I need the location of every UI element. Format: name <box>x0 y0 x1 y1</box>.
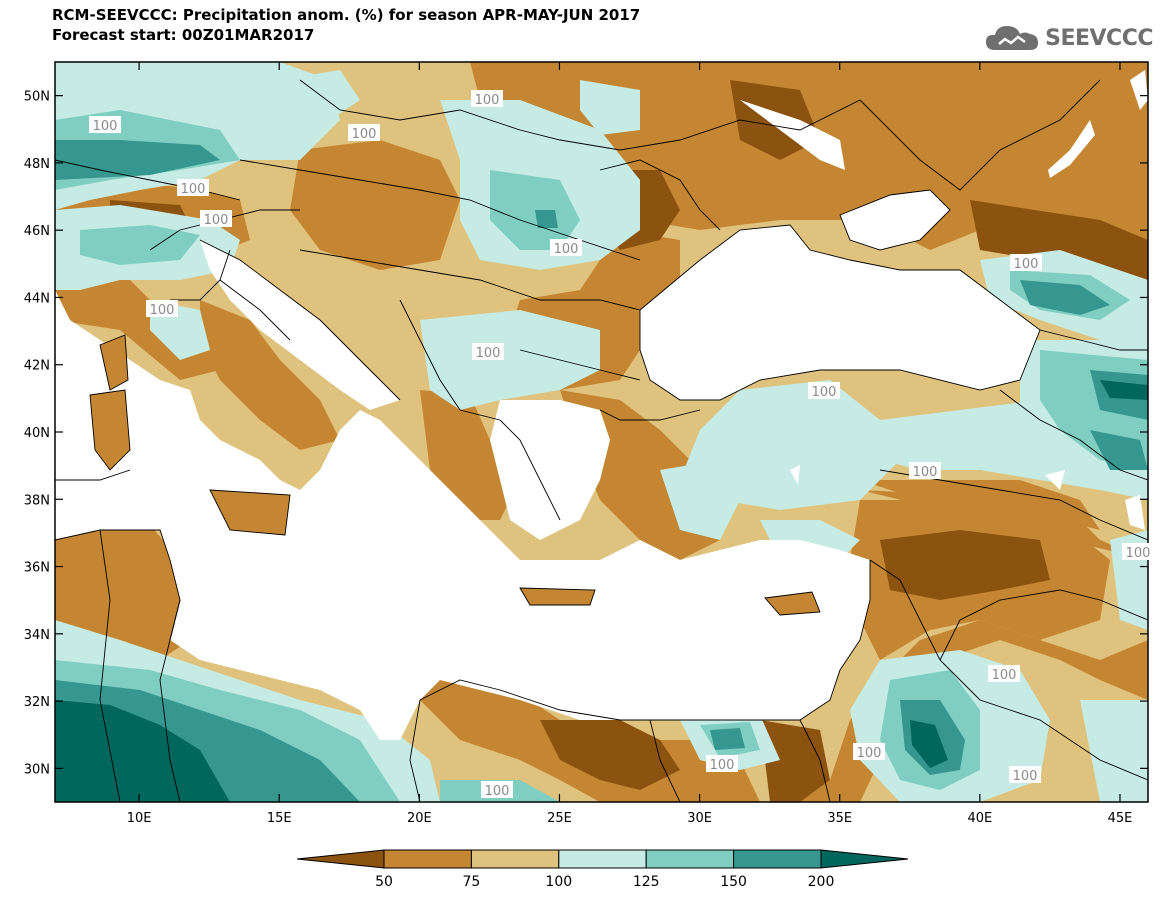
colorbar-segment <box>733 849 822 869</box>
contour-label-bg <box>348 124 380 141</box>
forecast-start-subtitle: Forecast start: 00Z01MAR2017 <box>52 26 315 44</box>
contour-label-bg <box>1010 254 1042 271</box>
lat-tick-label: 30N <box>24 762 50 777</box>
lon-tick-label: 15E <box>267 811 292 826</box>
contour-label: 100 <box>554 242 579 257</box>
lat-tick-label: 46N <box>24 224 50 239</box>
contour-label-bg <box>988 665 1020 682</box>
contour-label: 100 <box>992 668 1017 683</box>
contour-label: 100 <box>352 127 377 142</box>
colorbar-segment <box>470 849 560 869</box>
contour-label: 100 <box>476 346 501 361</box>
contour-label: 100 <box>1013 769 1038 784</box>
contour-label: 100 <box>181 182 206 197</box>
contour-label: 100 <box>1126 546 1151 561</box>
seevccc-logo: SEEVCCC <box>985 22 1153 54</box>
lat-tick-label: 50N <box>24 90 50 105</box>
contour-label-bg <box>89 116 121 133</box>
contour-labels: 100 100 100 100 100 100 100 100 100 100 100 100 100 1… <box>89 90 1154 799</box>
contour-label: 100 <box>93 119 118 134</box>
lat-tick-label: 48N <box>24 157 50 172</box>
colorbar-label: 75 <box>462 874 480 890</box>
contour-label-bg <box>177 179 209 196</box>
contour-label: 100 <box>475 93 500 108</box>
lat-tick-label: 40N <box>24 426 50 441</box>
colorbar: 50 75 100 125 150 200 <box>296 849 909 890</box>
colorbar-label: 100 <box>545 874 572 890</box>
lon-tick-label: 10E <box>127 811 152 826</box>
colorbar-segment <box>558 849 647 869</box>
lon-tick-label: 45E <box>1108 811 1133 826</box>
lon-tick-label: 25E <box>547 811 572 826</box>
contour-label-bg <box>808 382 840 399</box>
lon-tick-label: 35E <box>827 811 852 826</box>
colorbar-label: 150 <box>720 874 747 890</box>
contour-label-bg <box>471 90 503 107</box>
contour-label-bg <box>909 462 941 479</box>
map-title: RCM-SEEVCCC: Precipitation anom. (%) for… <box>52 6 641 24</box>
contour-label: 100 <box>857 746 882 761</box>
contour-label-bg <box>1122 543 1154 560</box>
contour-label-bg <box>200 210 232 227</box>
anomaly-field <box>55 62 1148 802</box>
colorbar-arrow-low <box>296 849 385 869</box>
contour-label-bg <box>481 781 513 798</box>
lon-tick-label: 20E <box>407 811 432 826</box>
contour-label-bg <box>853 743 885 760</box>
contour-label: 100 <box>812 385 837 400</box>
longitude-axis: 10E 15E 20E 25E 30E 35E 40E 45E <box>127 62 1133 826</box>
contour-label: 100 <box>1014 257 1039 272</box>
lat-tick-label: 32N <box>24 695 50 710</box>
cloud-icon <box>986 26 1039 50</box>
logo-text: SEEVCCC <box>1045 25 1153 51</box>
lon-tick-label: 30E <box>687 811 712 826</box>
lat-tick-label: 38N <box>24 493 50 508</box>
contour-label-bg <box>550 239 582 256</box>
contour-label: 100 <box>913 465 938 480</box>
contour-label-bg <box>1009 766 1041 783</box>
lat-tick-label: 44N <box>24 291 50 306</box>
lat-tick-label: 42N <box>24 359 50 374</box>
colorbar-arrow-high <box>820 849 909 869</box>
contour-label: 100 <box>485 784 510 799</box>
colorbar-label: 125 <box>633 874 660 890</box>
contour-label: 100 <box>204 213 229 228</box>
latitude-axis: 50N 48N 46N 44N 42N 40N 38N 36N 34N 32N 30N <box>24 90 1148 777</box>
contour-label-bg <box>472 343 504 360</box>
colorbar-segment <box>383 849 472 869</box>
lat-tick-label: 36N <box>24 561 50 576</box>
colorbar-label: 50 <box>375 874 393 890</box>
contour-label-bg <box>706 755 738 772</box>
lon-tick-label: 40E <box>967 811 992 826</box>
colorbar-label: 200 <box>808 874 835 890</box>
contour-label: 100 <box>150 303 175 318</box>
colorbar-segment <box>645 849 735 869</box>
sea-mask <box>55 70 1148 740</box>
lat-tick-label: 34N <box>24 628 50 643</box>
contour-label-bg <box>146 300 178 317</box>
contour-label: 100 <box>710 758 735 773</box>
